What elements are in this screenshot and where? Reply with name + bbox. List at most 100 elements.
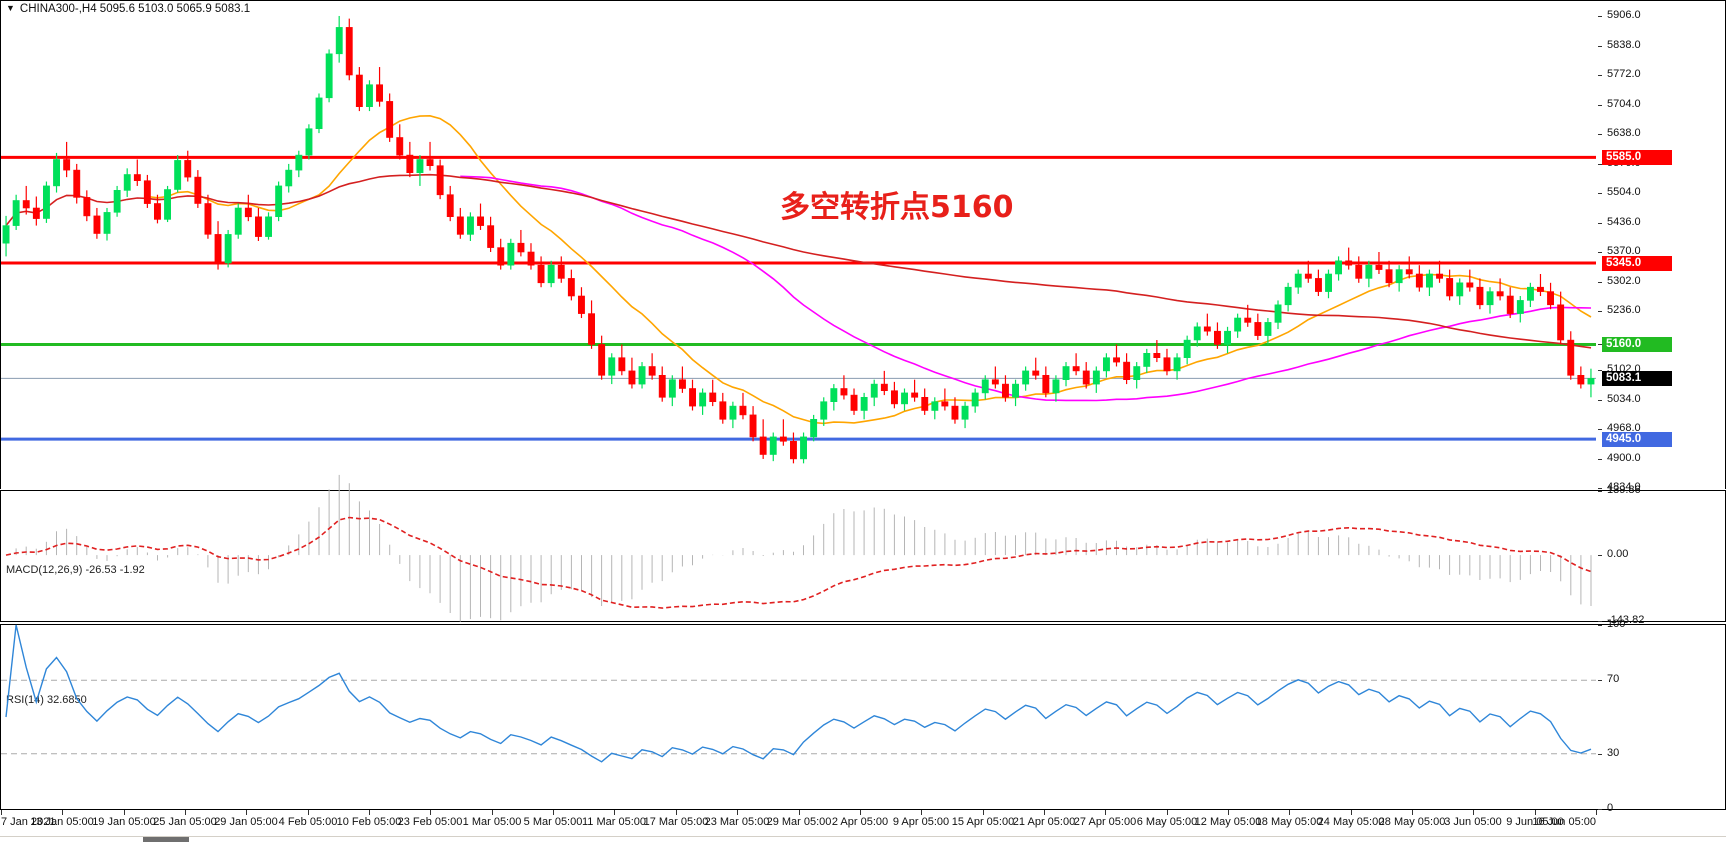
time-label: 9 Jun 05:00 (1506, 816, 1564, 828)
rsi-pane[interactable] (0, 624, 1726, 810)
time-label: 17 Mar 05:00 (643, 816, 709, 828)
time-tick (430, 810, 431, 815)
price-axis-label: 5436.0 (1607, 216, 1641, 228)
pivot-5160-tag[interactable]: 5160.0 (1602, 337, 1672, 352)
time-label: 4 Feb 05:00 (278, 816, 338, 828)
macd-axis-tick (1598, 491, 1602, 492)
time-label: 24 May 05:00 (1317, 816, 1385, 828)
window-bottom-strip (0, 836, 1726, 843)
macd-pane[interactable] (0, 490, 1726, 622)
time-tick (676, 810, 677, 815)
time-tick (737, 810, 738, 815)
rsi-axis-label: 30 (1607, 747, 1620, 759)
ma-slow-red (5, 173, 1592, 349)
time-label: 21 Apr 05:00 (1012, 816, 1076, 828)
time-label: 13 Jan 05:00 (30, 816, 94, 828)
resistance-5345-tag[interactable]: 5345.0 (1602, 256, 1672, 271)
symbol-ohlc-text: CHINA300-,H4 5095.6 5103.0 5065.9 5083.1 (19, 3, 251, 15)
price-axis-tick (1598, 46, 1602, 47)
price-axis-tick (1598, 252, 1602, 253)
time-label: 19 Jan 05:00 (92, 816, 156, 828)
time-tick (1535, 810, 1536, 815)
price-axis-tick (1598, 459, 1602, 460)
time-label: 18 May 05:00 (1255, 816, 1323, 828)
price-axis-tick (1598, 164, 1602, 165)
price-axis-label: 5370.0 (1607, 245, 1641, 257)
time-tick (1105, 810, 1106, 815)
rsi-line (5, 624, 1592, 763)
time-axis[interactable]: 7 Jan 2021 13 Jan 05:00 19 Jan 05:00 25 Jan… (0, 810, 1726, 830)
time-tick (1228, 810, 1229, 815)
time-label: 12 May 05:00 (1194, 816, 1262, 828)
rsi-axis-tick (1598, 680, 1602, 681)
price-axis-label: 5704.0 (1607, 98, 1641, 110)
price-axis-label: 5302.0 (1607, 275, 1641, 287)
time-label: 25 Jan 05:00 (153, 816, 217, 828)
time-tick (1473, 810, 1474, 815)
price-axis-tick (1598, 429, 1602, 430)
price-axis-label: 5504.0 (1607, 186, 1641, 198)
time-tick (369, 810, 370, 815)
price-axis-label: 5838.0 (1607, 39, 1641, 51)
time-tick (799, 810, 800, 815)
price-axis-tick (1598, 16, 1602, 17)
rsi-axis-tick (1598, 754, 1602, 755)
last-price-5083-tag[interactable]: 5083.1 (1602, 371, 1672, 386)
time-tick (614, 810, 615, 815)
time-tick (62, 810, 63, 815)
price-axis-label: 5034.0 (1607, 393, 1641, 405)
time-tick (1289, 810, 1290, 815)
time-label: 3 Jun 05:00 (1444, 816, 1502, 828)
price-axis-tick (1598, 223, 1602, 224)
price-axis-label: 5236.0 (1607, 304, 1641, 316)
macd-axis-label: -143.82 (1607, 614, 1645, 626)
time-tick (308, 810, 309, 815)
macd-axis-label: 139.86 (1607, 484, 1641, 496)
time-tick (492, 810, 493, 815)
price-axis-tick (1598, 193, 1602, 194)
time-label: 5 Mar 05:00 (523, 816, 583, 828)
time-tick (553, 810, 554, 815)
chevron-down-icon[interactable]: ▼ (6, 3, 15, 13)
rsi-axis-tick (1598, 625, 1602, 626)
time-tick (1044, 810, 1045, 815)
rsi-axis-label: 100 (1607, 618, 1626, 630)
time-label: 28 May 05:00 (1378, 816, 1446, 828)
rsi-axis-tick (1598, 809, 1602, 810)
time-label: 23 Mar 05:00 (704, 816, 770, 828)
macd-axis-tick (1598, 555, 1602, 556)
support-4945-tag[interactable]: 4945.0 (1602, 432, 1672, 447)
time-tick (124, 810, 125, 815)
annotation-text: 多空转折点5160 (780, 190, 1014, 225)
time-tick (860, 810, 861, 815)
price-plot (1, 15, 1596, 464)
time-label: 1 Mar 05:00 (462, 816, 522, 828)
macd-label: MACD(12,26,9) -26.53 -1.92 (6, 564, 145, 576)
price-axis-label: 4900.0 (1607, 452, 1641, 464)
time-tick (1412, 810, 1413, 815)
time-label: 11 Mar 05:00 (581, 816, 647, 828)
scroll-nub[interactable] (143, 837, 189, 842)
price-axis-label: 5638.0 (1607, 127, 1641, 139)
price-axis-tick (1598, 282, 1602, 283)
time-label: 29 Mar 05:00 (766, 816, 832, 828)
price-axis-tick (1598, 134, 1602, 135)
time-tick (246, 810, 247, 815)
time-label: 7 Jan 2021 (1, 816, 56, 828)
time-tick (1351, 810, 1352, 815)
macd-axis-tick (1598, 621, 1602, 622)
time-label: 2 Apr 05:00 (831, 816, 889, 828)
time-tick (1596, 810, 1597, 815)
ma-mid-magenta (460, 175, 1592, 402)
price-axis-tick (1598, 400, 1602, 401)
rsi-label: RSI(14) 32.6850 (6, 694, 87, 706)
time-label: 16 Jun 05:00 (1532, 816, 1596, 828)
price-axis-tick (1598, 344, 1602, 345)
price-axis-label: 4834.0 (1607, 481, 1641, 493)
resistance-5585-tag[interactable]: 5585.0 (1602, 150, 1672, 165)
time-label: 10 Feb 05:00 (336, 816, 402, 828)
price-axis-label: 5772.0 (1607, 68, 1641, 80)
